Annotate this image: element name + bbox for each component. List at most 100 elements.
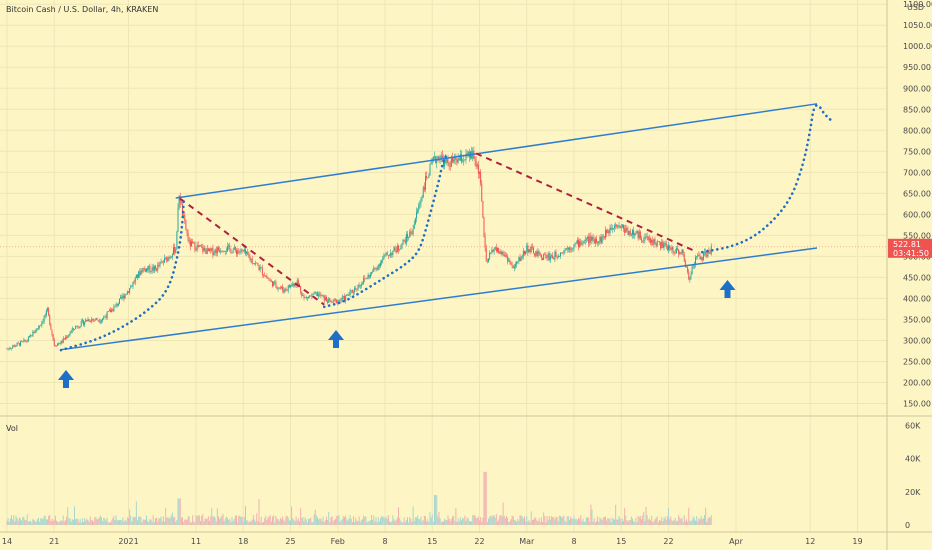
candle-body — [366, 278, 368, 280]
candle-body — [445, 158, 447, 163]
candle-body — [363, 278, 365, 284]
volume-bar — [255, 521, 257, 525]
volume-bar — [245, 506, 246, 525]
volume-bar — [375, 517, 377, 525]
volume-bar — [693, 518, 695, 525]
candle-body — [653, 239, 655, 245]
candle-body — [660, 242, 662, 249]
volume-bar — [135, 501, 137, 525]
drawing-annotations[interactable] — [0, 103, 887, 388]
candle-body — [455, 155, 457, 160]
volume-bar — [86, 518, 88, 525]
candle-body — [671, 246, 673, 250]
candle-body — [24, 339, 26, 342]
volume-bar — [425, 516, 426, 525]
candle-body — [603, 236, 605, 238]
volume-bar — [494, 517, 496, 525]
volume-bar — [571, 518, 573, 525]
volume-bar — [645, 506, 647, 525]
volume-bar — [329, 522, 331, 525]
volume-bar — [506, 516, 507, 525]
volume-bar — [85, 520, 87, 525]
candle-body — [702, 252, 704, 261]
candle-body — [232, 250, 234, 253]
candle-body — [432, 157, 434, 161]
volume-bar — [666, 516, 668, 525]
volume-bar — [301, 518, 303, 525]
candle-body — [393, 247, 395, 251]
volume-bar — [399, 518, 401, 525]
candle-body — [292, 283, 294, 286]
volume-bar — [593, 518, 595, 525]
volume-bar — [465, 520, 467, 525]
candle-body — [189, 240, 191, 247]
candle-body — [402, 239, 404, 245]
candle-body — [413, 223, 415, 229]
volume-bar — [692, 516, 694, 525]
candle-body — [157, 264, 159, 271]
candle-body — [672, 246, 674, 252]
candle-body — [706, 254, 708, 257]
time-tick-label: 8 — [571, 537, 576, 546]
candle-body — [246, 251, 248, 254]
candle-body — [99, 321, 101, 323]
volume-bar — [125, 521, 127, 525]
candle-body — [56, 345, 57, 347]
candle-body — [59, 343, 61, 345]
candle-body — [79, 326, 81, 328]
candle-body — [251, 258, 253, 264]
candle-body — [657, 241, 659, 242]
candle-body — [598, 241, 600, 244]
candle-body — [89, 321, 91, 322]
volume-bar — [178, 498, 180, 525]
volume-bar — [62, 515, 64, 525]
volume-bar — [542, 521, 543, 525]
volume-bar — [482, 517, 484, 525]
volume-bar — [43, 515, 45, 525]
candle-body — [448, 162, 450, 167]
candle-body — [636, 231, 638, 234]
volume-bar — [570, 516, 572, 525]
volume-bar — [680, 518, 682, 525]
volume-bar — [373, 515, 375, 525]
volume-bar — [528, 519, 530, 525]
volume-bar — [108, 522, 110, 525]
volume-bar — [150, 519, 152, 525]
volume-bar — [581, 521, 583, 525]
currency-label: USD — [907, 3, 924, 12]
volume-bar — [203, 521, 205, 525]
volume-bar — [168, 518, 170, 525]
candle-body — [434, 156, 435, 158]
volume-bar — [211, 508, 213, 525]
volume-bar — [114, 520, 116, 525]
candle-body — [335, 299, 336, 301]
volume-bar — [392, 515, 394, 525]
volume-bar — [374, 521, 376, 525]
candle-body — [249, 256, 251, 260]
volume-bar — [126, 517, 128, 525]
candle-body — [380, 263, 381, 267]
volume-bar — [353, 516, 354, 525]
volume-bar — [236, 515, 237, 525]
volume-bar — [123, 521, 125, 525]
candle-body — [516, 261, 518, 265]
candle-body — [33, 331, 35, 334]
candle-body — [687, 267, 689, 272]
candle-body — [318, 294, 320, 297]
candle-body — [294, 284, 296, 287]
volume-bar — [139, 516, 141, 525]
candle-body — [58, 343, 60, 345]
candle-body — [308, 296, 309, 299]
volume-bar — [38, 517, 39, 525]
candle-body — [530, 246, 532, 252]
candle-body — [300, 286, 302, 292]
candle-body — [581, 243, 583, 245]
volume-bar — [314, 509, 316, 525]
volume-bar — [409, 517, 411, 525]
volume-bar — [349, 515, 351, 525]
volume-bar — [605, 516, 606, 525]
volume-bar — [15, 515, 17, 525]
candle-body — [41, 322, 43, 326]
candle-body — [149, 265, 151, 272]
